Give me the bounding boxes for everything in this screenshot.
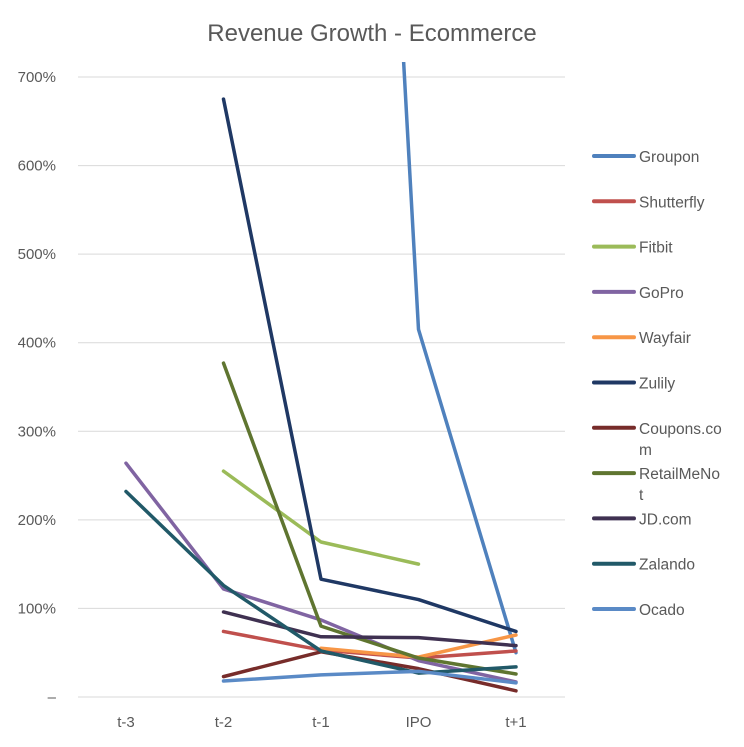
x-tick-label-1: t-2 [215,714,233,731]
y-tick-label-3: 300% [18,423,56,440]
series-line-jd-com [221,610,518,648]
series-line-ocado [221,669,518,685]
series-line-gopro [124,461,518,684]
legend-label-zalando: Zalando [639,557,695,574]
x-tick-label-4: t+1 [505,714,526,731]
series-line-zulily [221,97,518,634]
y-tick-label-0: – [48,689,57,706]
y-tick-label-2: 200% [18,512,56,529]
y-tick-label-6: 600% [18,158,56,175]
legend-label-ocado: Ocado [639,602,685,619]
y-tick-label-1: 100% [18,600,56,617]
legend-label-zulily: Zulily [639,376,675,393]
series-line-fitbit [221,469,421,566]
y-tick-label-7: 700% [18,69,56,86]
legend-label-gopro: GoPro [639,285,684,302]
y-tick-label-5: 500% [18,246,56,263]
legend-label-jd-com: JD.com [639,511,692,528]
x-tick-label-0: t-3 [117,714,135,731]
series-line-retailmenot [221,361,518,676]
legend-label-coupons-com: Coupons.co m [639,421,722,459]
chart-title: Revenue Growth - Ecommerce [207,20,537,47]
legend-label-wayfair: Wayfair [639,330,691,347]
legend-label-fitbit: Fitbit [639,240,673,257]
series-line-groupon [401,62,518,655]
x-tick-label-2: t-1 [312,714,330,731]
legend-label-shutterfly: Shutterfly [639,194,705,211]
series-line-zalando [124,489,518,675]
series-lines [124,62,518,693]
y-tick-label-4: 400% [18,335,56,352]
x-tick-label-3: IPO [406,714,432,731]
legend-label-retailmenot: RetailMeNo t [639,466,720,504]
legend-label-groupon: Groupon [639,149,699,166]
